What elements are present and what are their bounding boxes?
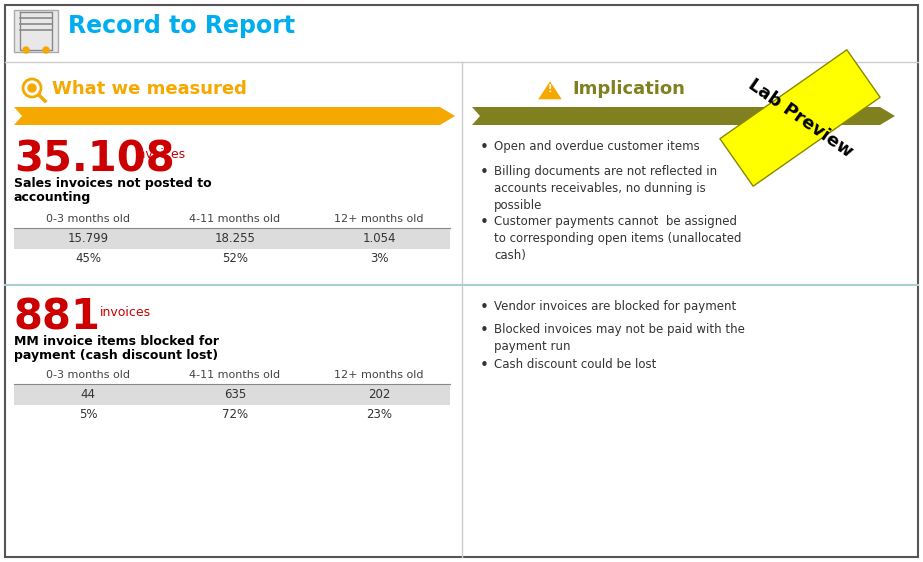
Circle shape bbox=[43, 47, 49, 53]
Text: payment (cash discount lost): payment (cash discount lost) bbox=[14, 349, 218, 362]
Polygon shape bbox=[537, 80, 563, 100]
Text: MM invoice items blocked for: MM invoice items blocked for bbox=[14, 335, 219, 348]
Text: Customer payments cannot  be assigned
to corresponding open items (unallocated
c: Customer payments cannot be assigned to … bbox=[494, 215, 741, 262]
Text: 202: 202 bbox=[367, 388, 390, 401]
FancyBboxPatch shape bbox=[14, 10, 58, 52]
Text: 23%: 23% bbox=[366, 408, 392, 421]
Text: accounting: accounting bbox=[14, 191, 91, 204]
FancyBboxPatch shape bbox=[14, 385, 450, 405]
Circle shape bbox=[28, 84, 36, 92]
FancyBboxPatch shape bbox=[720, 50, 881, 186]
Text: 15.799: 15.799 bbox=[67, 232, 109, 245]
Text: 881: 881 bbox=[14, 296, 101, 338]
Text: 635: 635 bbox=[224, 388, 246, 401]
Text: 1.054: 1.054 bbox=[362, 232, 396, 245]
Text: 35.108: 35.108 bbox=[14, 138, 174, 180]
Text: invoices: invoices bbox=[100, 306, 151, 319]
Polygon shape bbox=[14, 107, 455, 125]
Circle shape bbox=[23, 47, 29, 53]
Text: Billing documents are not reflected in
accounts receivables, no dunning is
possi: Billing documents are not reflected in a… bbox=[494, 165, 717, 212]
FancyBboxPatch shape bbox=[5, 5, 918, 557]
Text: Sales invoices not posted to: Sales invoices not posted to bbox=[14, 177, 211, 190]
FancyBboxPatch shape bbox=[14, 229, 450, 249]
Text: 3%: 3% bbox=[370, 252, 389, 265]
Text: •: • bbox=[480, 140, 489, 155]
Text: 4-11 months old: 4-11 months old bbox=[189, 214, 281, 224]
Text: Lab Preview: Lab Preview bbox=[744, 75, 856, 161]
Text: Vendor invoices are blocked for payment: Vendor invoices are blocked for payment bbox=[494, 300, 737, 313]
Text: invoices: invoices bbox=[135, 148, 186, 161]
Text: Open and overdue customer items: Open and overdue customer items bbox=[494, 140, 700, 153]
Text: Cash discount could be lost: Cash discount could be lost bbox=[494, 358, 656, 371]
Text: 0-3 months old: 0-3 months old bbox=[46, 214, 130, 224]
Text: Blocked invoices may not be paid with the
payment run: Blocked invoices may not be paid with th… bbox=[494, 323, 745, 353]
Text: !: ! bbox=[547, 84, 552, 94]
Text: •: • bbox=[480, 323, 489, 338]
Text: 18.255: 18.255 bbox=[214, 232, 256, 245]
Text: 45%: 45% bbox=[75, 252, 101, 265]
Text: 12+ months old: 12+ months old bbox=[334, 214, 424, 224]
Text: Implication: Implication bbox=[572, 80, 685, 98]
Polygon shape bbox=[472, 107, 895, 125]
Text: •: • bbox=[480, 215, 489, 230]
Text: 12+ months old: 12+ months old bbox=[334, 370, 424, 380]
Text: Record to Report: Record to Report bbox=[68, 14, 295, 38]
Text: 52%: 52% bbox=[222, 252, 248, 265]
Text: 4-11 months old: 4-11 months old bbox=[189, 370, 281, 380]
Text: What we measured: What we measured bbox=[52, 80, 246, 98]
Text: 44: 44 bbox=[80, 388, 95, 401]
Text: •: • bbox=[480, 165, 489, 180]
Text: 72%: 72% bbox=[222, 408, 248, 421]
Text: •: • bbox=[480, 358, 489, 373]
Text: 0-3 months old: 0-3 months old bbox=[46, 370, 130, 380]
Text: 5%: 5% bbox=[78, 408, 97, 421]
Text: •: • bbox=[480, 300, 489, 315]
